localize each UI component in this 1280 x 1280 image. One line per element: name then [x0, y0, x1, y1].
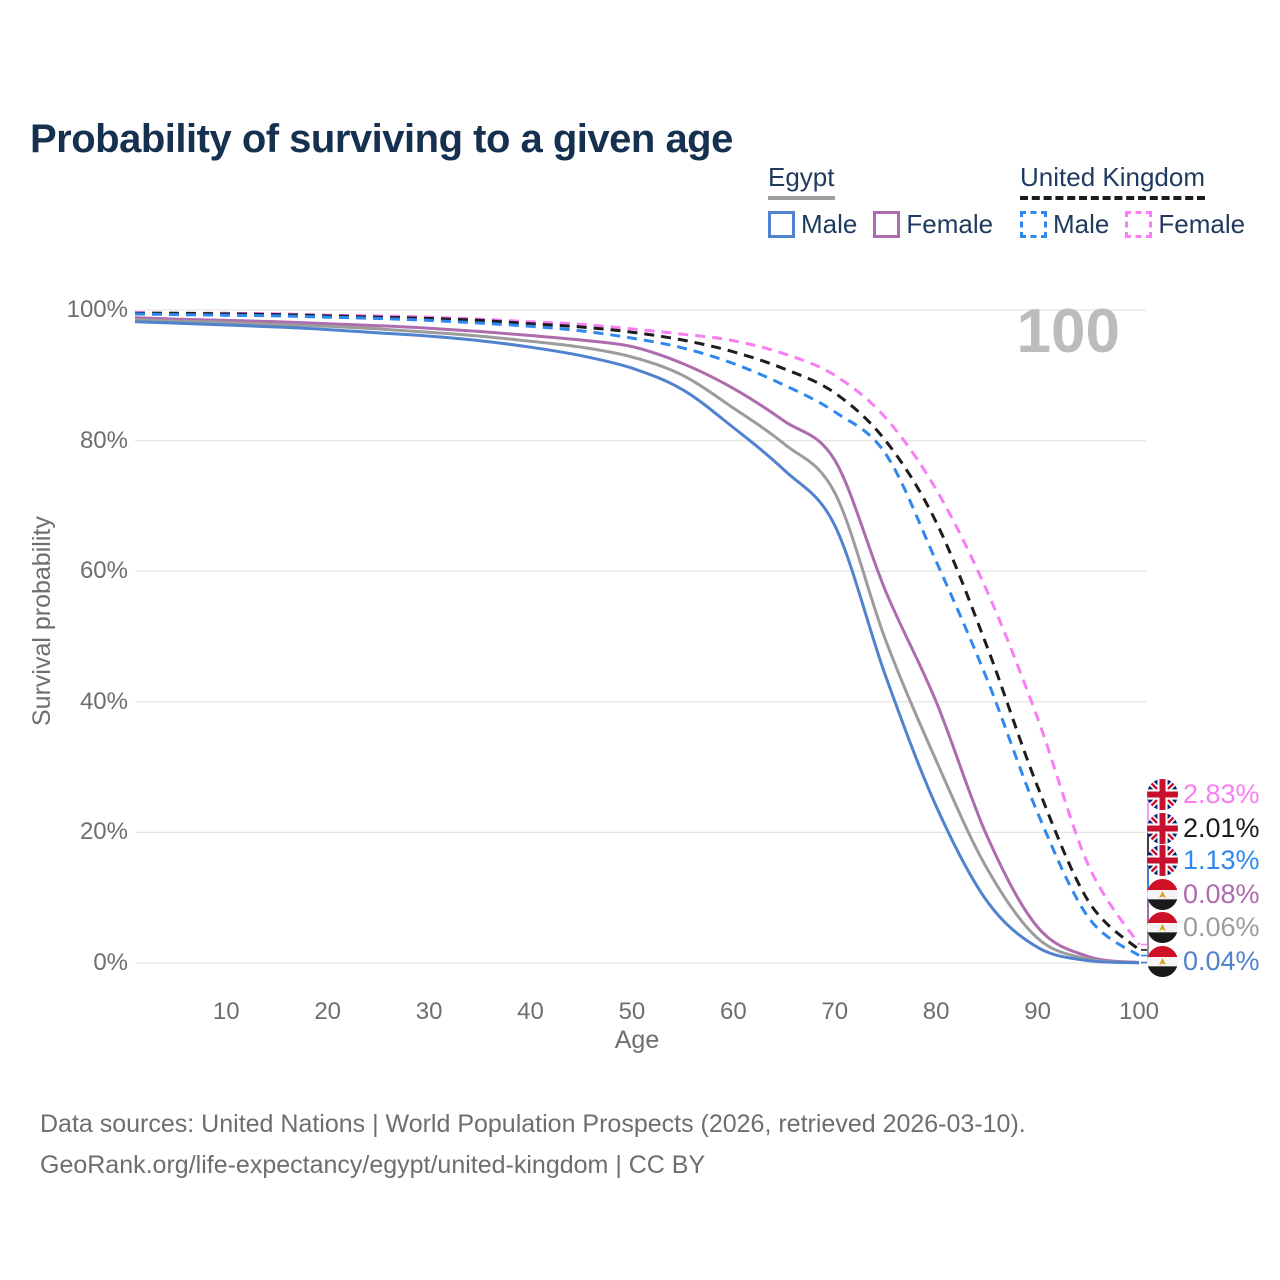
legend-label-egypt-female: Female — [906, 209, 994, 239]
x-tick-20: 20 — [314, 998, 342, 1025]
end-label-united-kingdom-female: 2.83% — [1147, 779, 1260, 810]
end-label-value: 0.08% — [1183, 879, 1260, 909]
line-egypt-male[interactable] — [134, 320, 1140, 965]
x-tick-10: 10 — [212, 998, 240, 1025]
y-axis-title: Survival probability — [28, 516, 56, 726]
y-tick-100%: 100% — [66, 296, 128, 323]
y-tick-0%: 0% — [93, 949, 128, 976]
end-label-value: 1.13% — [1183, 845, 1260, 875]
uk-male-swatch-icon — [1020, 211, 1047, 238]
x-tick-60: 60 — [719, 998, 747, 1025]
end-label-united-kingdom-male: 1.13% — [1147, 845, 1260, 876]
egypt-flag-icon — [1147, 879, 1178, 910]
line-united-kingdom-all[interactable] — [134, 311, 1141, 952]
legend-header-united-kingdom[interactable]: United Kingdom — [1020, 162, 1205, 200]
legend-label-egypt-male: Male — [801, 209, 858, 239]
line-egypt-female[interactable] — [134, 316, 1140, 964]
end-label-value: 0.06% — [1183, 912, 1260, 942]
footer-url-line: GeoRank.org/life-expectancy/egypt/united… — [40, 1151, 706, 1179]
egypt-flag-icon — [1147, 912, 1178, 943]
egypt-flag-icon — [1147, 946, 1178, 977]
legend-item-egypt-female[interactable]: Female — [873, 209, 993, 240]
y-tick-20%: 20% — [79, 818, 128, 846]
legend-label-uk-male: Male — [1053, 209, 1110, 239]
y-tick-60%: 60% — [79, 557, 128, 585]
y-tick-40%: 40% — [79, 687, 128, 715]
end-label-egypt-all: 0.06% — [1147, 912, 1260, 943]
uk-flag-icon — [1147, 813, 1178, 844]
egypt-male-swatch-icon — [768, 211, 795, 238]
x-tick-40: 40 — [517, 998, 544, 1025]
line-united-kingdom-male[interactable] — [134, 312, 1140, 957]
uk-flag-icon — [1147, 845, 1178, 876]
legend-header-egypt[interactable]: Egypt — [768, 162, 835, 200]
line-egypt-all[interactable] — [134, 318, 1140, 965]
end-label-egypt-female: 0.08% — [1147, 879, 1260, 910]
x-tick-90: 90 — [1024, 998, 1051, 1025]
legend-item-uk-male[interactable]: Male — [1020, 209, 1109, 240]
end-label-value: 2.01% — [1183, 813, 1260, 843]
hover-age-watermark: 100 — [1016, 297, 1120, 366]
x-axis-title: Age — [614, 1026, 660, 1054]
page-title: Probability of surviving to a given age — [30, 116, 733, 161]
footer-sources-line: Data sources: United Nations | World Pop… — [40, 1110, 1026, 1138]
legend-group-united-kingdom: United Kingdom Male Female — [1020, 162, 1245, 240]
legend-group-egypt: Egypt Male Female — [768, 162, 993, 240]
legend-item-uk-female[interactable]: Female — [1125, 209, 1245, 240]
x-tick-80: 80 — [922, 998, 950, 1025]
x-tick-70: 70 — [821, 998, 849, 1025]
legend-item-egypt-male[interactable]: Male — [768, 209, 857, 240]
x-tick-30: 30 — [415, 998, 443, 1025]
y-tick-80%: 80% — [79, 426, 128, 454]
x-tick-100: 100 — [1118, 998, 1160, 1025]
uk-female-swatch-icon — [1125, 211, 1153, 238]
end-label-united-kingdom-all: 2.01% — [1147, 813, 1260, 844]
data-sources-footer: Data sources: United Nations | World Pop… — [40, 1104, 1026, 1186]
legend-label-uk-female: Female — [1158, 209, 1246, 239]
x-tick-50: 50 — [618, 998, 646, 1025]
egypt-female-swatch-icon — [873, 211, 901, 238]
uk-flag-icon — [1147, 779, 1178, 810]
line-united-kingdom-female[interactable] — [134, 311, 1141, 946]
end-label-egypt-male: 0.04% — [1147, 946, 1260, 977]
end-label-value: 2.83% — [1183, 779, 1260, 809]
end-label-value: 0.04% — [1183, 946, 1260, 976]
